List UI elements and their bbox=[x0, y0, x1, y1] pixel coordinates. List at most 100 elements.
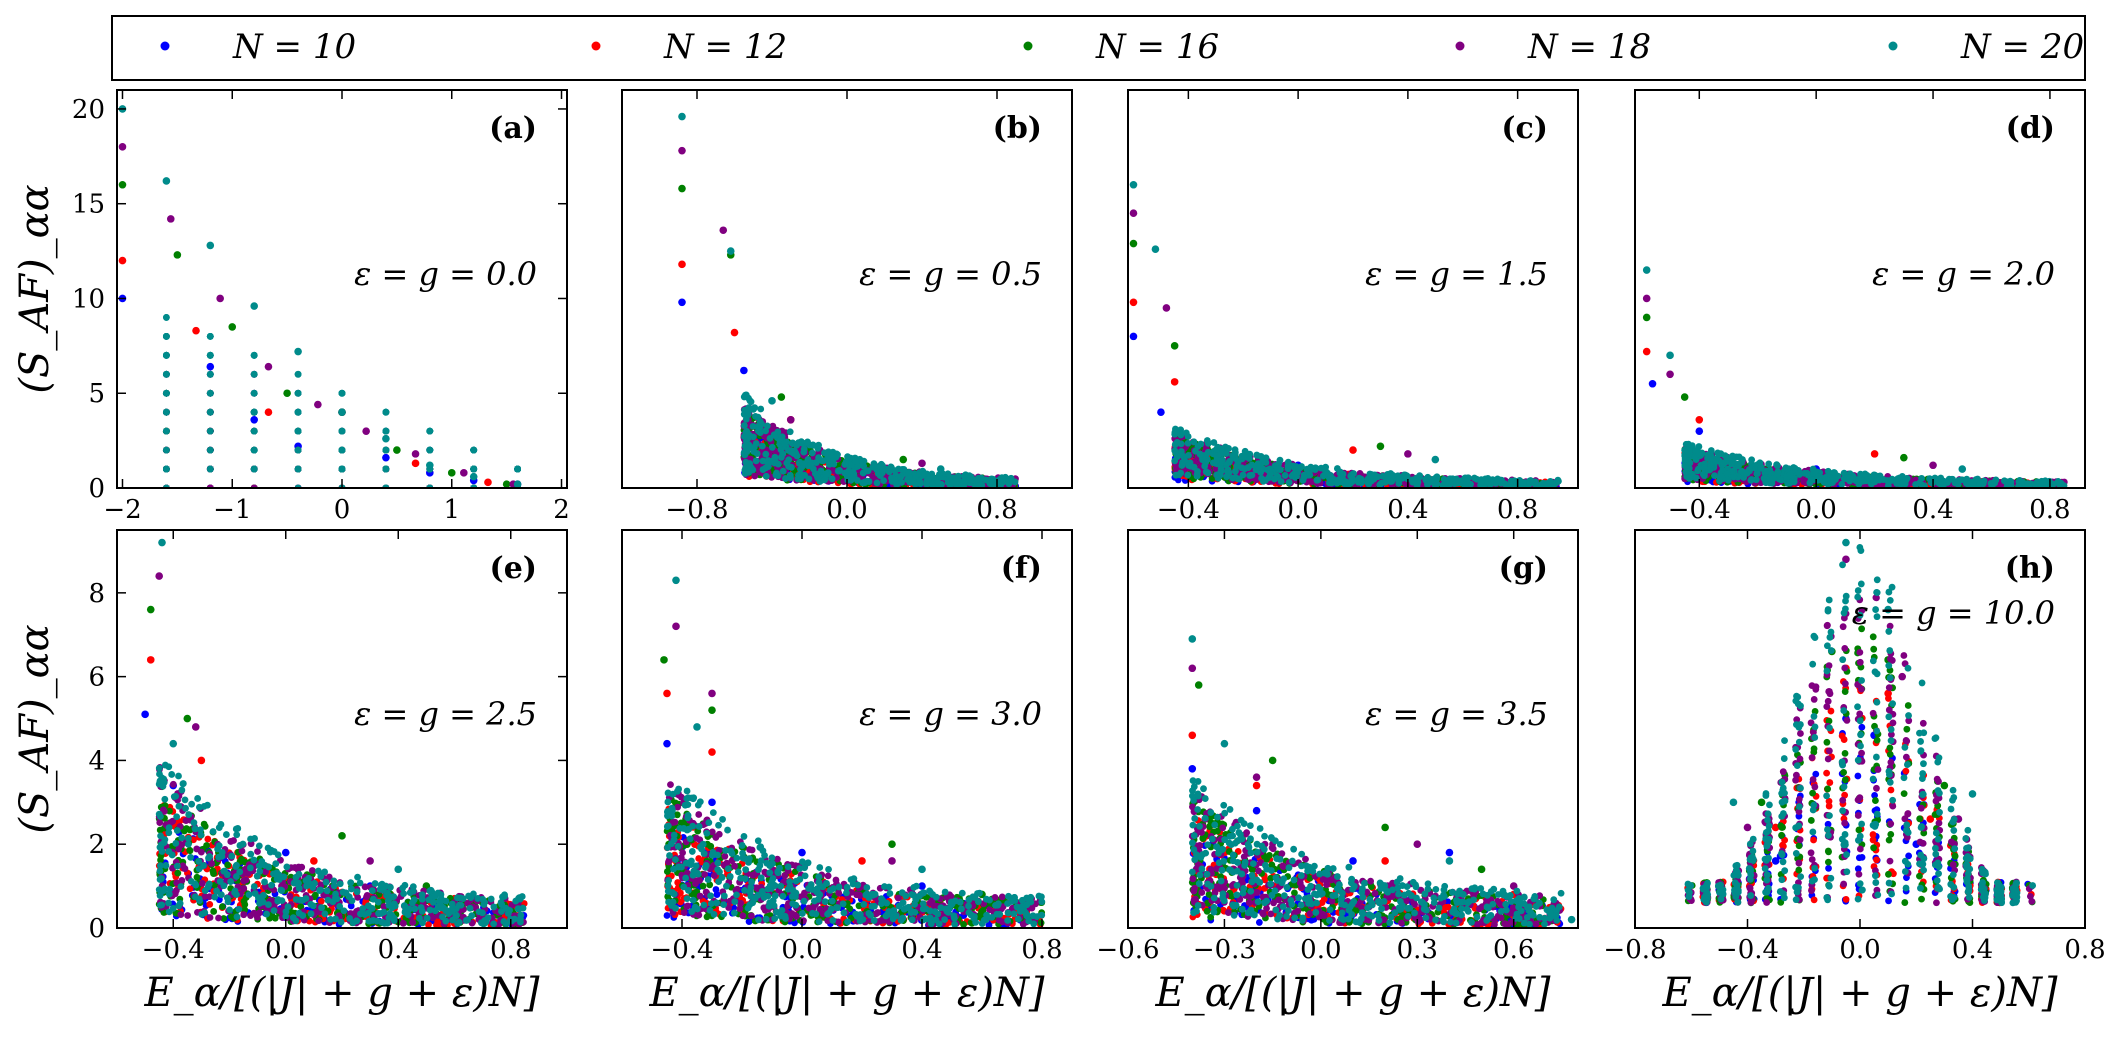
data-point bbox=[382, 434, 390, 443]
y-axis-label: (S_AF)_αα bbox=[12, 184, 58, 393]
scatter-point bbox=[250, 427, 258, 435]
scatter-point bbox=[801, 471, 809, 479]
data-point bbox=[314, 400, 322, 409]
data-point bbox=[250, 302, 258, 310]
scatter-point bbox=[742, 415, 750, 423]
scatter-point bbox=[1239, 471, 1247, 479]
scatter-point bbox=[1245, 464, 1252, 471]
data-point bbox=[382, 453, 390, 462]
data-point bbox=[1129, 180, 1138, 189]
scatter-point bbox=[1486, 481, 1494, 488]
scatter-point bbox=[842, 458, 850, 466]
scatter-point bbox=[1484, 474, 1492, 482]
scatter-point bbox=[829, 457, 837, 464]
scatter-point bbox=[1306, 471, 1314, 479]
data-point bbox=[1404, 450, 1412, 458]
scatter-point bbox=[911, 480, 919, 488]
scatter-point bbox=[885, 468, 893, 476]
data-point bbox=[264, 362, 273, 371]
scatter-point bbox=[864, 467, 872, 475]
scatter-point bbox=[745, 468, 753, 476]
scatter-point bbox=[162, 351, 170, 359]
legend-label: N = 16 bbox=[1095, 27, 1219, 67]
scatter-point bbox=[1285, 479, 1293, 486]
scatter-point bbox=[1254, 460, 1262, 468]
scatter-point bbox=[1193, 471, 1201, 478]
y-tick-label: 5 bbox=[88, 379, 105, 409]
scatter-point bbox=[782, 475, 789, 482]
scatter-point bbox=[250, 370, 258, 378]
data-point bbox=[678, 260, 686, 269]
scatter-point bbox=[206, 465, 214, 473]
scatter-point bbox=[961, 472, 968, 480]
scatter-point bbox=[746, 397, 754, 405]
scatter-points bbox=[678, 112, 1020, 488]
scatter-point bbox=[785, 463, 792, 470]
scatter-point bbox=[294, 427, 302, 435]
data-point bbox=[1900, 453, 1908, 462]
scatter-point bbox=[338, 427, 346, 435]
data-point bbox=[678, 146, 686, 155]
scatter-point bbox=[1526, 477, 1534, 485]
data-point bbox=[513, 480, 522, 488]
panel-letter: (b) bbox=[993, 111, 1042, 146]
legend-label: N = 12 bbox=[663, 27, 787, 67]
scatter-point bbox=[162, 427, 170, 435]
scatter-point bbox=[1246, 472, 1254, 479]
scatter-point bbox=[849, 474, 856, 482]
legend-box: N = 10 N = 12 N = 16 N = 18 N = 20 bbox=[111, 15, 2086, 81]
scatter-point bbox=[844, 453, 851, 461]
scatter-point bbox=[1184, 471, 1192, 479]
scatter-point bbox=[743, 448, 751, 456]
x-tick-label: −1 bbox=[213, 495, 251, 525]
scatter-point bbox=[1184, 439, 1192, 447]
scatter-point bbox=[986, 478, 993, 486]
data-point bbox=[1170, 378, 1179, 386]
scatter-point bbox=[1276, 456, 1284, 464]
scatter-points bbox=[118, 105, 522, 488]
scatter-point bbox=[1190, 438, 1198, 446]
scatter-point bbox=[338, 446, 346, 454]
data-point bbox=[777, 393, 786, 401]
data-point bbox=[411, 450, 420, 458]
data-point bbox=[1349, 446, 1357, 454]
scatter-point bbox=[1177, 440, 1185, 448]
data-point bbox=[393, 446, 401, 454]
legend-frame bbox=[111, 15, 2086, 81]
data-point bbox=[1129, 209, 1138, 217]
scatter-point bbox=[1229, 474, 1237, 482]
scatter-point bbox=[780, 440, 788, 448]
scatter-point bbox=[1281, 472, 1289, 479]
data-point bbox=[362, 427, 370, 435]
data-point bbox=[469, 472, 478, 481]
scatter-point bbox=[786, 428, 794, 436]
scatter-point bbox=[206, 427, 214, 435]
scatter-point bbox=[1225, 469, 1233, 477]
data-point bbox=[118, 256, 127, 265]
data-point bbox=[411, 459, 420, 468]
scatter-point bbox=[860, 462, 868, 470]
legend-marker bbox=[1888, 41, 1898, 51]
scatter-point bbox=[947, 482, 954, 488]
data-point bbox=[740, 366, 748, 375]
scatter-point bbox=[1271, 475, 1278, 483]
scatter-point bbox=[779, 450, 787, 458]
scatter-point bbox=[786, 471, 794, 479]
scatter-point bbox=[1376, 481, 1384, 488]
scatter-point bbox=[822, 470, 830, 478]
data-point bbox=[192, 326, 200, 335]
data-point bbox=[484, 478, 492, 487]
data-point bbox=[936, 465, 945, 473]
scatter-point bbox=[929, 481, 936, 488]
data-point bbox=[283, 389, 291, 398]
scatter-point bbox=[1203, 437, 1211, 444]
scatter-point bbox=[740, 393, 748, 401]
scatter-point bbox=[1308, 478, 1316, 486]
legend-label: N = 20 bbox=[1960, 27, 2084, 67]
x-tick-label: −0.8 bbox=[665, 495, 728, 525]
y-tick-label: 15 bbox=[72, 190, 105, 220]
legend-label: N = 18 bbox=[1527, 27, 1651, 67]
scatter-point bbox=[294, 465, 302, 473]
scatter-point bbox=[935, 474, 943, 482]
scatter-point bbox=[1177, 469, 1185, 477]
